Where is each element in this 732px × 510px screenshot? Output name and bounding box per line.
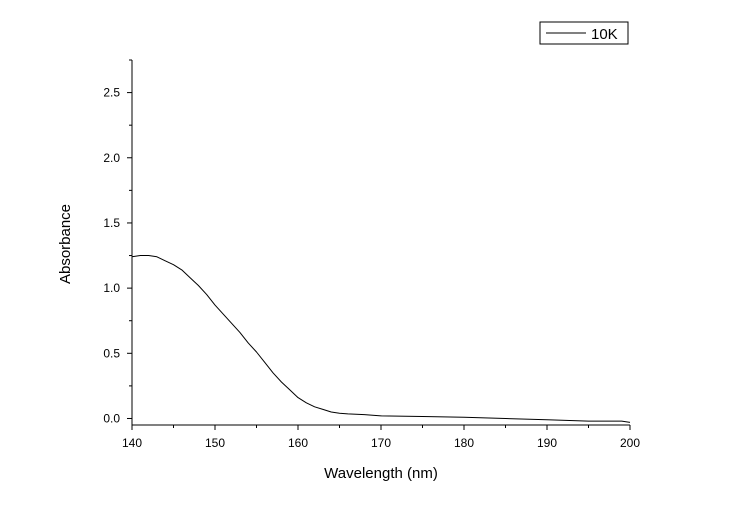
y-tick-label: 1.0 [103,281,120,295]
y-tick-label: 1.5 [103,216,120,230]
x-tick-label: 140 [122,436,142,450]
y-tick-label: 2.5 [103,86,120,100]
legend-label: 10K [591,26,618,43]
y-ticks: 0.0 0.5 1.0 1.5 2.0 2.5 [103,59,132,425]
y-tick-label: 0.0 [103,411,120,425]
y-tick-label: 2.0 [103,151,120,165]
x-tick-label: 190 [537,436,557,450]
axes [131,60,630,426]
x-tick-label: 170 [371,436,391,450]
legend: 10K [539,21,629,45]
series-line-0 [131,255,631,423]
x-tick-label: 150 [205,436,225,450]
x-tick-label: 160 [288,436,308,450]
y-axis-title: Absorbance [57,204,74,284]
x-tick-label: 200 [620,436,640,450]
x-ticks: 140 150 160 170 180 190 200 [122,425,640,450]
x-axis-title: Wavelength (nm) [324,465,438,482]
y-tick-label: 0.5 [103,346,120,360]
series-layer [131,255,631,423]
x-tick-label: 180 [454,436,474,450]
